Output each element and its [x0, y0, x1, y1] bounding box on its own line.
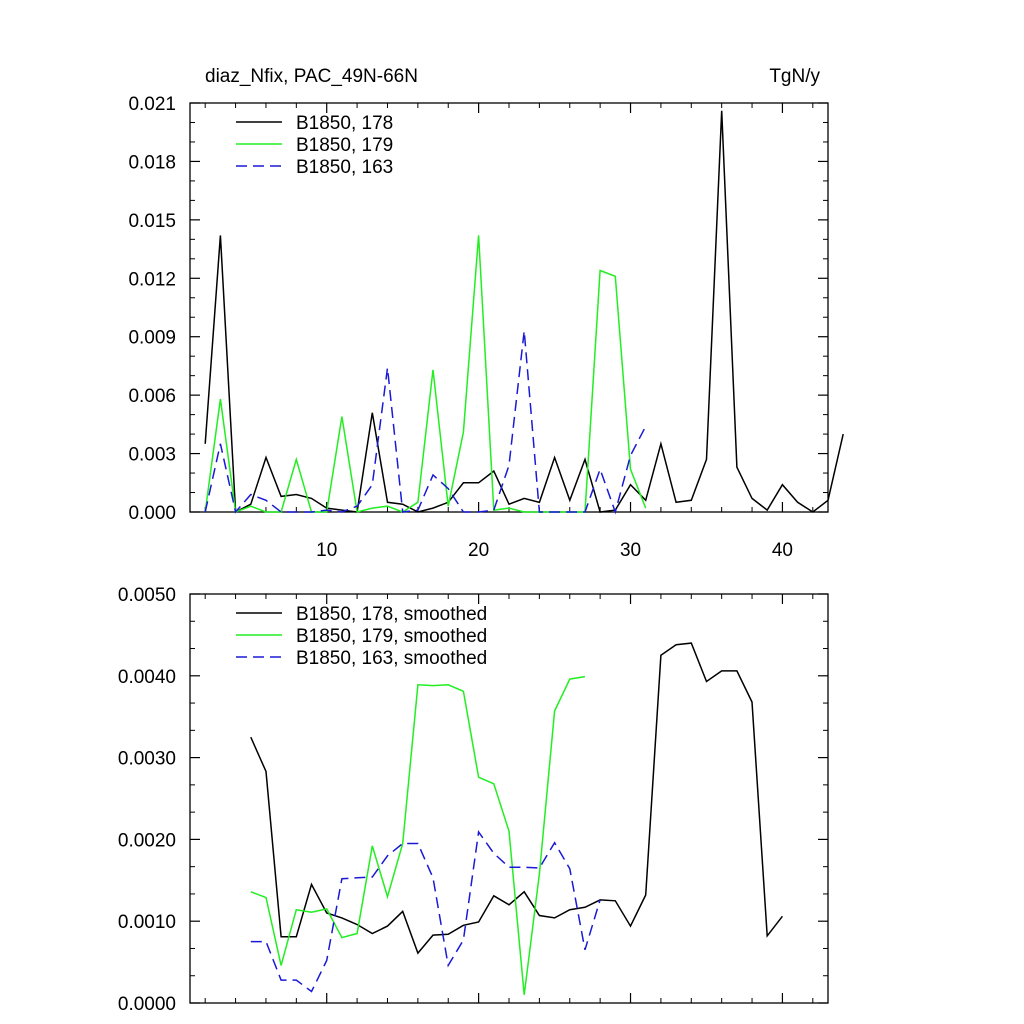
x-tick-label: 30 [620, 540, 641, 561]
y-tick-label: 0.0030 [118, 749, 176, 770]
x-tick-label: 20 [468, 540, 489, 561]
y-tick-label: 0.015 [128, 211, 176, 232]
series-line-3 [204, 330, 647, 515]
legend-label: B1850, 179, smoothed [296, 626, 487, 647]
legend-label: B1850, 178, smoothed [296, 604, 487, 625]
legend-label: B1850, 163, smoothed [296, 648, 487, 669]
plot-frame [189, 102, 829, 513]
y-tick-label: 0.0040 [118, 667, 176, 688]
y-tick-label: 0.0050 [118, 585, 176, 606]
y-tick-label: 0.012 [128, 269, 176, 290]
x-tick-label: 40 [772, 540, 793, 561]
bottom-panel: 0.0000 0.0010 0.0020 0.0030 0.0040 0.0050 B185… [118, 585, 829, 1015]
y-tick-label: 0.0010 [118, 912, 176, 933]
y-tick-label: 0.0000 [118, 994, 176, 1015]
y-tick-label: 0.009 [128, 328, 176, 349]
units-label: TgN/y [769, 66, 820, 87]
y-tick-label: 0.000 [128, 503, 176, 524]
y-tick-label: 0.003 [128, 445, 176, 466]
legend-label: B1850, 179 [296, 135, 393, 156]
series-line-3 [250, 830, 601, 993]
series-line-2 [250, 675, 586, 995]
series-line-1 [250, 642, 783, 955]
y-tick-label: 0.006 [128, 386, 176, 407]
y-tick-label: 0.021 [128, 94, 176, 115]
series-line-1 [204, 110, 844, 514]
legend-label: B1850, 178 [296, 113, 393, 134]
legend-label: B1850, 163 [296, 157, 393, 178]
y-tick-label: 0.018 [128, 152, 176, 173]
y-tick-label: 0.0020 [118, 830, 176, 851]
x-tick-label: 10 [316, 540, 337, 561]
plot-frame [189, 593, 829, 1004]
top-panel: diaz_Nfix, PAC_49N-66N TgN/y 0.000 0.003 0… [128, 66, 844, 561]
chart-title: diaz_Nfix, PAC_49N-66N [205, 66, 418, 87]
